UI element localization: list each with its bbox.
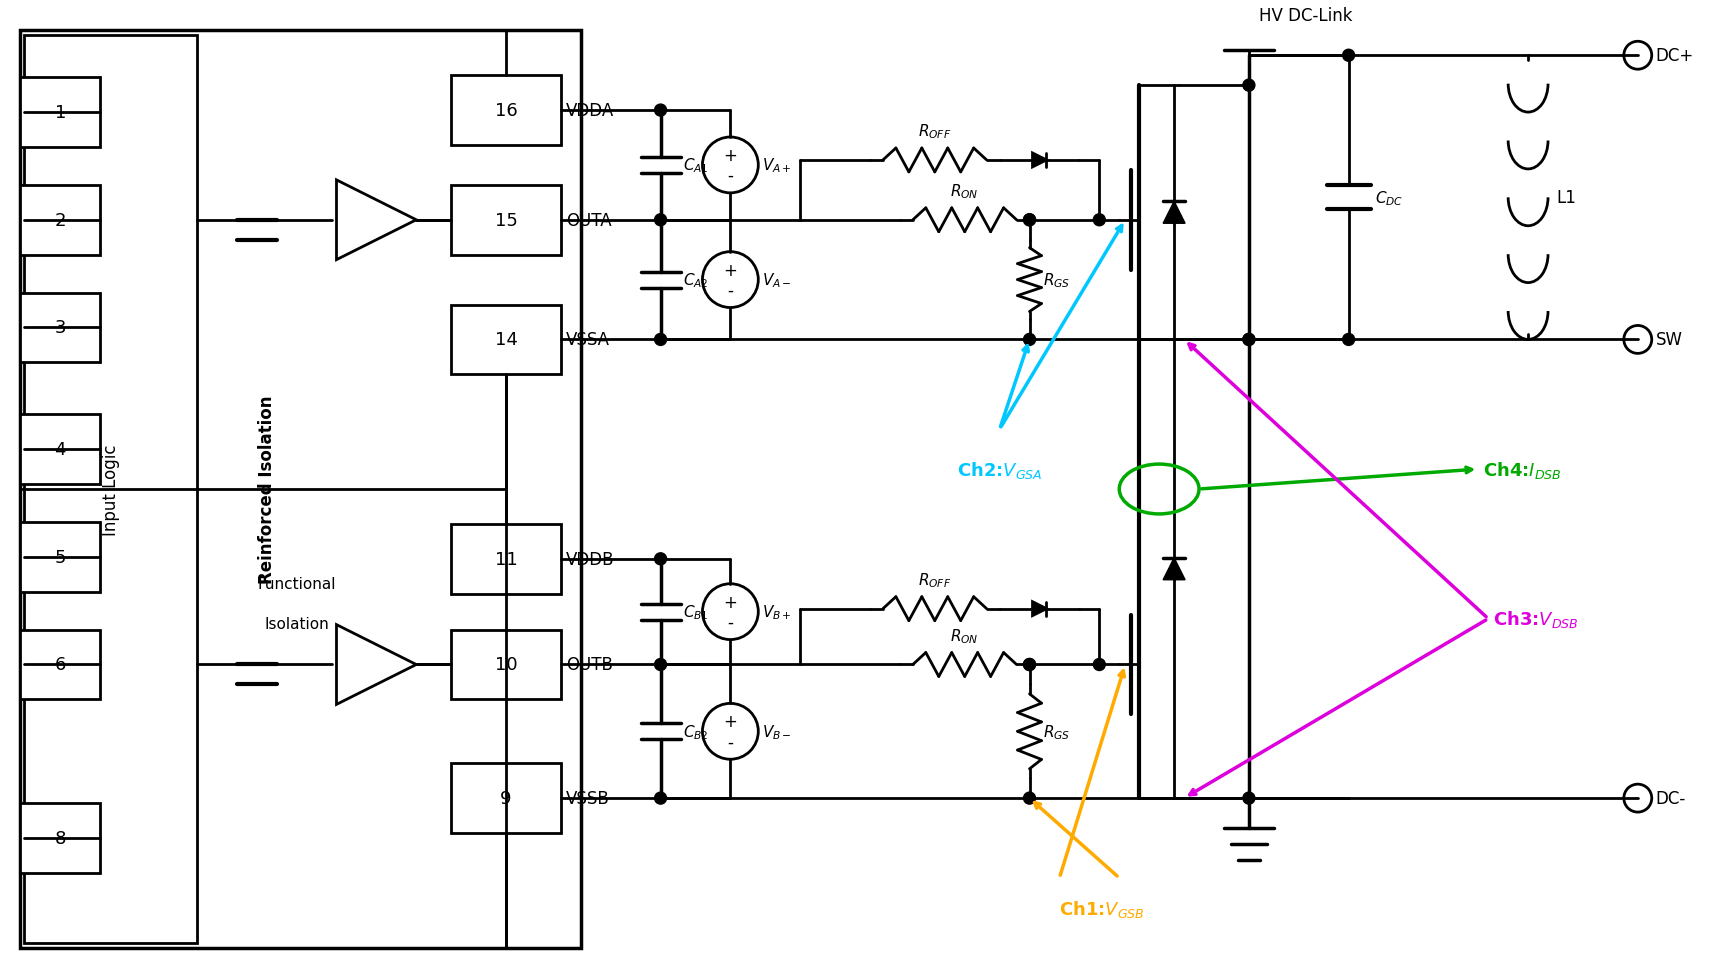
Bar: [21, 803, 100, 873]
Circle shape: [1024, 334, 1036, 346]
Text: $C_{A1}$: $C_{A1}$: [683, 156, 707, 175]
Bar: [24, 36, 196, 943]
Text: 2: 2: [55, 211, 65, 230]
Polygon shape: [1033, 602, 1046, 616]
Text: -: -: [728, 733, 733, 750]
Circle shape: [1243, 80, 1255, 92]
Text: DC+: DC+: [1656, 47, 1693, 66]
Text: VSSB: VSSB: [566, 789, 609, 807]
Text: VDDA: VDDA: [566, 102, 614, 120]
Text: 3: 3: [55, 319, 65, 337]
Circle shape: [1024, 659, 1036, 671]
Text: Ch3:$V_{DSB}$: Ch3:$V_{DSB}$: [1494, 608, 1578, 630]
Text: $R_{ON}$: $R_{ON}$: [950, 182, 979, 200]
Text: $C_{B2}$: $C_{B2}$: [683, 722, 707, 741]
Text: +: +: [723, 261, 737, 280]
Text: Reinforced Isolation: Reinforced Isolation: [258, 395, 275, 584]
Text: 5: 5: [55, 549, 65, 566]
Text: $V_{A+}$: $V_{A+}$: [762, 156, 792, 175]
Bar: [451, 305, 561, 375]
Polygon shape: [1163, 202, 1186, 224]
Text: Ch2:$V_{GSA}$: Ch2:$V_{GSA}$: [957, 460, 1043, 480]
Polygon shape: [1033, 154, 1046, 168]
Text: $R_{OFF}$: $R_{OFF}$: [917, 570, 952, 589]
Bar: [451, 76, 561, 146]
Bar: [21, 522, 100, 592]
Bar: [21, 78, 100, 148]
Text: -: -: [728, 282, 733, 299]
Text: $V_{A-}$: $V_{A-}$: [762, 271, 792, 289]
Circle shape: [654, 214, 666, 227]
Text: $R_{OFF}$: $R_{OFF}$: [917, 122, 952, 141]
Text: 6: 6: [55, 656, 65, 674]
Text: $R_{ON}$: $R_{ON}$: [950, 626, 979, 645]
Circle shape: [1243, 792, 1255, 804]
Text: 8: 8: [55, 829, 65, 847]
Text: 14: 14: [494, 332, 518, 349]
Polygon shape: [1163, 558, 1186, 580]
Text: 16: 16: [494, 102, 518, 120]
Text: -: -: [728, 613, 733, 631]
Bar: [21, 630, 100, 699]
Bar: [21, 415, 100, 484]
Text: DC-: DC-: [1656, 789, 1687, 807]
Text: OUTB: OUTB: [566, 656, 613, 674]
Bar: [201, 429, 391, 778]
Circle shape: [654, 334, 666, 346]
Text: L1: L1: [1556, 189, 1576, 207]
Text: Functional: Functional: [258, 577, 336, 592]
Text: $C_{DC}$: $C_{DC}$: [1375, 189, 1403, 207]
Circle shape: [654, 105, 666, 117]
Circle shape: [1243, 334, 1255, 346]
Text: $R_{GS}$: $R_{GS}$: [1043, 722, 1070, 741]
Circle shape: [1093, 659, 1105, 671]
Bar: [451, 524, 561, 594]
Text: +: +: [723, 147, 737, 164]
Bar: [451, 764, 561, 833]
Circle shape: [1342, 334, 1354, 346]
Text: -: -: [728, 166, 733, 185]
Bar: [21, 293, 100, 363]
Bar: [451, 630, 561, 699]
Bar: [21, 186, 100, 255]
Text: VDDB: VDDB: [566, 551, 614, 568]
Circle shape: [654, 659, 666, 671]
Text: 9: 9: [501, 789, 511, 807]
Text: $V_{B-}$: $V_{B-}$: [762, 722, 792, 741]
Text: 4: 4: [55, 441, 65, 459]
Text: 1: 1: [55, 104, 65, 122]
Text: VSSA: VSSA: [566, 332, 609, 349]
Text: OUTA: OUTA: [566, 211, 611, 230]
Text: Input Logic: Input Logic: [102, 444, 120, 535]
Text: 11: 11: [494, 551, 518, 568]
Text: +: +: [723, 593, 737, 611]
Bar: [201, 31, 332, 948]
Text: Isolation: Isolation: [265, 616, 329, 632]
Text: $V_{B+}$: $V_{B+}$: [762, 602, 792, 621]
Circle shape: [1024, 792, 1036, 804]
Circle shape: [1024, 659, 1036, 671]
Text: $R_{GS}$: $R_{GS}$: [1043, 271, 1070, 289]
Circle shape: [1243, 334, 1255, 346]
Text: 15: 15: [494, 211, 518, 230]
Bar: [21, 31, 580, 948]
Text: Ch4:$I_{DSB}$: Ch4:$I_{DSB}$: [1484, 459, 1563, 480]
Text: +: +: [723, 713, 737, 731]
Circle shape: [1024, 214, 1036, 227]
Circle shape: [1024, 214, 1036, 227]
Circle shape: [654, 792, 666, 804]
Text: HV DC-Link: HV DC-Link: [1258, 8, 1353, 25]
Text: $C_{A2}$: $C_{A2}$: [683, 271, 707, 289]
Circle shape: [1342, 50, 1354, 63]
Circle shape: [1093, 214, 1105, 227]
Text: 10: 10: [494, 656, 518, 674]
Text: $C_{B1}$: $C_{B1}$: [683, 602, 709, 621]
Circle shape: [654, 554, 666, 565]
Text: Ch1:$V_{GSB}$: Ch1:$V_{GSB}$: [1060, 898, 1144, 919]
Text: SW: SW: [1656, 332, 1683, 349]
Bar: [451, 186, 561, 255]
